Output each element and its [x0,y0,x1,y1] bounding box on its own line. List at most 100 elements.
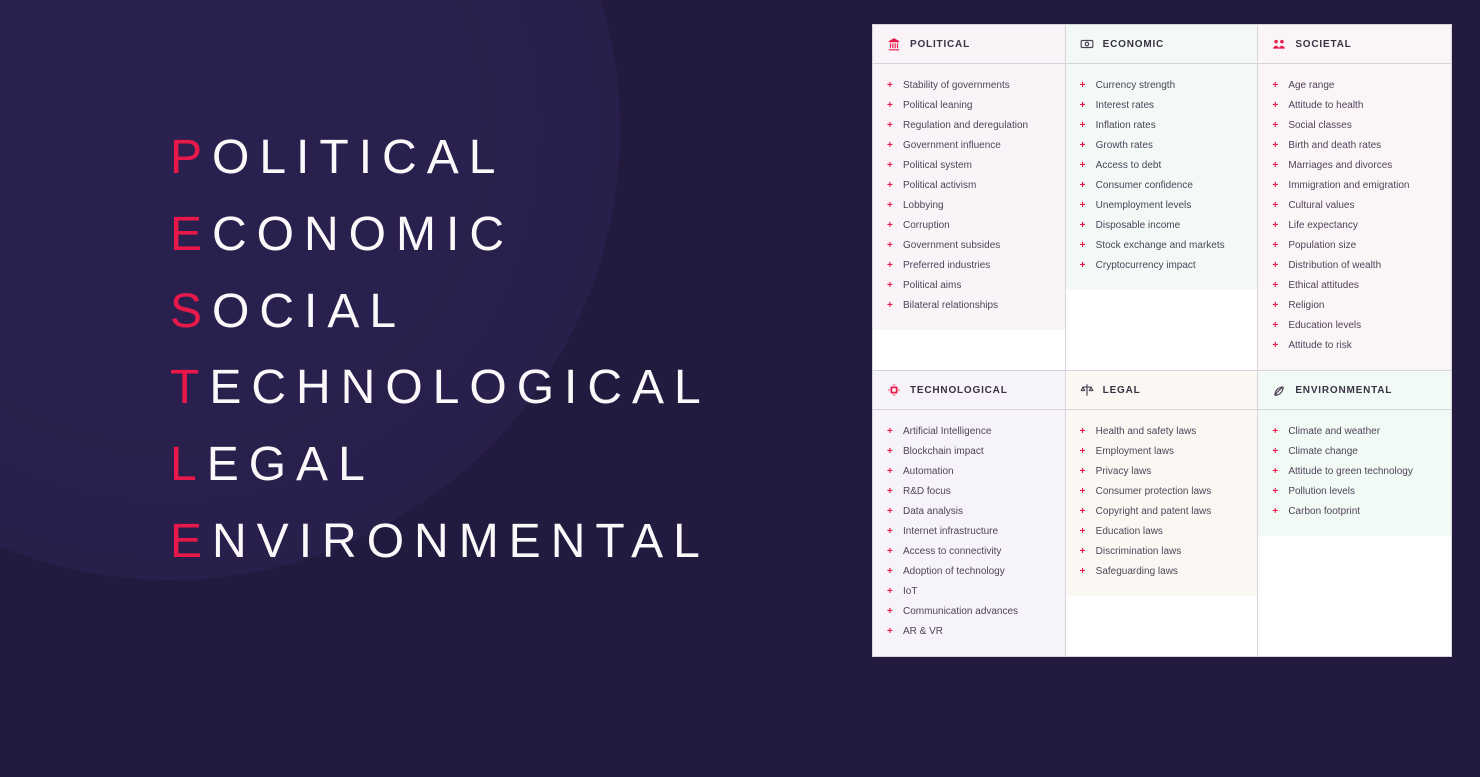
plus-icon: + [1272,161,1280,171]
plus-icon: + [1272,201,1280,211]
list-item: +Life expectancy [1272,216,1437,236]
list-item: +Unemployment levels [1080,196,1244,216]
list-item-label: R&D focus [903,487,951,497]
plus-icon: + [1272,467,1280,477]
plus-icon: + [887,241,895,251]
acronym-line: SOCIAL [170,274,711,351]
list-item-label: Religion [1288,301,1324,311]
list-item: +AR & VR [887,622,1051,642]
list-item-label: Pollution levels [1288,487,1355,497]
list-item: +Bilateral relationships [887,296,1051,316]
list-item-label: Artificial Intelligence [903,427,991,437]
list-item-label: Education levels [1288,321,1361,331]
list-item-label: Disposable income [1096,221,1181,231]
acronym-rest: EGAL [207,438,375,491]
category-political: POLITICAL+Stability of governments+Polit… [873,25,1066,371]
list-item-label: Lobbying [903,201,944,211]
category-technological: TECHNOLOGICAL + Artificial Intelligence + Bl… [873,371,1066,656]
plus-icon: + [1080,241,1088,251]
money-icon [1080,37,1094,51]
plus-icon: + [1272,447,1280,457]
plus-icon: + [887,487,895,497]
list-item-label: Government subsides [903,241,1000,251]
list-item: +Preferred industries [887,256,1051,276]
list-item-label: Carbon footprint [1288,507,1360,517]
list-item-label: Blockchain impact [903,447,984,457]
list-item-label: Data analysis [903,507,963,517]
list-item: +Social classes [1272,116,1437,136]
list-item: +Political aims [887,276,1051,296]
pestle-grid: POLITICAL+Stability of governments+Polit… [872,24,1452,657]
list-item-label: Government influence [903,141,1001,151]
plus-icon: + [1080,81,1088,91]
list-item: +Immigration and emigration [1272,176,1437,196]
list-item: + Government subsides [887,236,1051,256]
acronym-rest: CONOMIC [212,208,514,261]
list-item-label: Distribution of wealth [1288,261,1381,271]
plus-icon: + [887,427,895,437]
list-item-label: Education laws [1096,527,1163,537]
list-item-label: Currency strength [1096,81,1175,91]
list-item: +Religion [1272,296,1437,316]
plus-icon: + [887,261,895,271]
list-item-label: Inflation rates [1096,121,1156,131]
list-item: +Internet infrastructure [887,522,1051,542]
list-item-label: Political activism [903,181,976,191]
category-header: TECHNOLOGICAL [873,371,1065,410]
acronym-line: LEGAL [170,427,711,504]
plus-icon: + [887,121,895,131]
acronym-rest: OLITICAL [212,131,505,184]
list-item-label: Corruption [903,221,950,231]
list-item: + Lobbying [887,196,1051,216]
list-item-label: Attitude to risk [1288,341,1351,351]
plus-icon: + [887,221,895,231]
list-item: +Inflation rates [1080,116,1244,136]
list-item-label: Stability of governments [903,81,1010,91]
list-item-label: Internet infrastructure [903,527,998,537]
plus-icon: + [1080,101,1088,111]
list-item: +Pollution levels [1272,482,1437,502]
list-item: +Consumer protection laws [1080,482,1244,502]
category-body: +Health and safety laws+Employment laws+… [1066,410,1258,596]
list-item-label: Birth and death rates [1288,141,1381,151]
list-item: +Education laws [1080,522,1244,542]
category-title: POLITICAL [910,39,970,50]
category-header: ENVIRONMENTAL [1258,371,1451,410]
acronym-first-letter: T [170,361,209,414]
list-item: +Interest rates [1080,96,1244,116]
acronym-line: TECHNOLOGICAL [170,350,711,427]
acronym-first-letter: E [170,515,212,568]
list-item-label: Unemployment levels [1096,201,1192,211]
list-item: +Growth rates [1080,136,1244,156]
list-item: +Safeguarding laws [1080,562,1244,582]
list-item: + Stock exchange and markets [1080,236,1244,256]
plus-icon: + [1080,181,1088,191]
list-item-label: Cryptocurrency impact [1096,261,1196,271]
list-item-label: IoT [903,587,917,597]
category-title: ENVIRONMENTAL [1295,385,1392,396]
list-item: + Political system [887,156,1051,176]
list-item: +Government influence [887,136,1051,156]
plus-icon: + [887,547,895,557]
list-item: +Disposable income [1080,216,1244,236]
plus-icon: + [887,201,895,211]
list-item-label: Stock exchange and markets [1096,241,1225,251]
plus-icon: + [1080,467,1088,477]
government-icon [887,37,901,51]
list-item: +Cultural values [1272,196,1437,216]
list-item: + Birth and death rates [1272,136,1437,156]
plus-icon: + [1272,141,1280,151]
plus-icon: + [1272,321,1280,331]
list-item: +IoT [887,582,1051,602]
plus-icon: + [887,81,895,91]
leaf-icon [1272,383,1286,397]
list-item: +Privacy laws [1080,462,1244,482]
plus-icon: + [1080,141,1088,151]
list-item-label: Discrimination laws [1096,547,1182,557]
list-item: +Consumer confidence [1080,176,1244,196]
list-item-label: Political system [903,161,972,171]
list-item: +Adoption of technology [887,562,1051,582]
plus-icon: + [1272,427,1280,437]
pestle-acronym: POLITICALECONOMICSOCIALTECHNOLOGICALLEGA… [170,120,711,581]
plus-icon: + [887,161,895,171]
